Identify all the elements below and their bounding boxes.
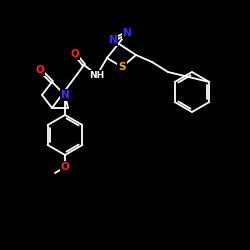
Text: N: N bbox=[60, 90, 70, 100]
Text: O: O bbox=[71, 49, 80, 59]
Text: N: N bbox=[108, 35, 118, 45]
Text: O: O bbox=[60, 162, 70, 172]
Text: NH: NH bbox=[90, 70, 104, 80]
Text: S: S bbox=[118, 62, 126, 72]
Text: N: N bbox=[122, 28, 132, 38]
Text: O: O bbox=[36, 65, 44, 75]
